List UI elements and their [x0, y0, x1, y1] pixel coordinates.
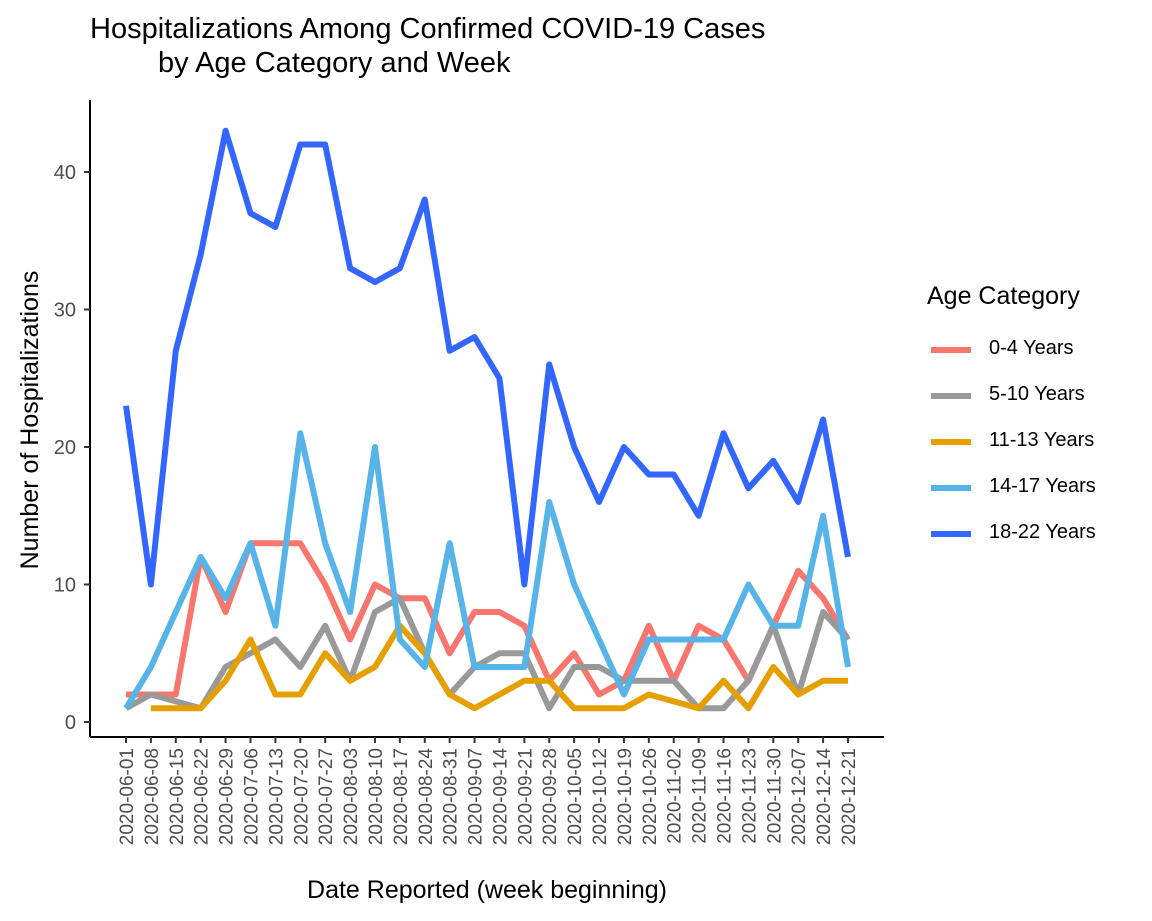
legend-swatch-3: [931, 485, 971, 491]
legend-label-4: 18-22 Years: [989, 521, 1096, 543]
x-tick-label-23: 2020-11-09: [690, 748, 711, 844]
x-tick-label-28: 2020-12-14: [814, 748, 835, 846]
x-tick-label-15: 2020-09-14: [490, 748, 511, 846]
x-tick-label-11: 2020-08-17: [391, 748, 412, 845]
x-tick-label-13: 2020-08-31: [441, 748, 462, 845]
x-tick-label-19: 2020-10-12: [590, 748, 611, 845]
legend-swatch-2: [931, 439, 971, 445]
legend-swatch-0: [931, 347, 971, 353]
x-tick-label-27: 2020-12-07: [789, 748, 810, 845]
series-line-1: [124, 595, 851, 712]
series-line-3: [123, 430, 851, 710]
y-tick-label-1: 10: [54, 575, 76, 597]
y-tick-label-0: 0: [65, 712, 76, 734]
legend-swatch-1: [931, 393, 971, 399]
y-tick-label-4: 40: [54, 162, 76, 184]
y-tick-label-3: 30: [54, 300, 76, 322]
legend-title: Age Category: [927, 282, 1080, 310]
x-tick-label-29: 2020-12-21: [839, 748, 860, 845]
x-tick-label-21: 2020-10-26: [640, 748, 661, 845]
legend-label-1: 5-10 Years: [989, 383, 1085, 405]
legend-swatch-4: [931, 531, 971, 537]
x-tick-label-5: 2020-07-06: [241, 748, 262, 845]
x-tick-label-18: 2020-10-05: [565, 748, 586, 845]
series-line-2: [150, 622, 848, 712]
series-line-4: [123, 127, 851, 588]
x-tick-label-22: 2020-11-02: [665, 748, 686, 844]
x-tick-label-26: 2020-11-30: [764, 748, 785, 844]
x-tick-label-12: 2020-08-24: [416, 748, 437, 846]
x-tick-label-8: 2020-07-27: [316, 748, 337, 845]
x-tick-label-14: 2020-09-07: [466, 748, 487, 845]
chart-title-main: Hospitalizations Among Confirmed COVID-1…: [90, 13, 766, 45]
legend-label-2: 11-13 Years: [989, 429, 1095, 451]
x-tick-label-1: 2020-06-08: [142, 748, 163, 845]
x-axis-label: Date Reported (week beginning): [307, 876, 667, 904]
x-tick-label-25: 2020-11-23: [739, 748, 760, 844]
x-tick-label-6: 2020-07-13: [266, 748, 287, 845]
y-axis-label: Number of Hospitalizations: [16, 271, 44, 570]
x-tick-label-20: 2020-10-19: [615, 748, 636, 845]
legend-label-3: 14-17 Years: [989, 475, 1096, 497]
chart-title: Hospitalizations Among Confirmed COVID-1…: [90, 12, 765, 80]
legend-label-0: 0-4 Years: [989, 337, 1074, 359]
y-tick-label-2: 20: [54, 437, 76, 459]
x-tick-label-24: 2020-11-16: [715, 748, 736, 844]
x-tick-label-10: 2020-08-10: [366, 748, 387, 845]
x-tick-label-0: 2020-06-01: [117, 748, 138, 845]
x-tick-label-3: 2020-06-22: [192, 748, 213, 845]
x-ticks: 2020-06-01 2020-06-08 2020-06-15 2020-06-22…: [117, 737, 860, 845]
chart-subtitle: by Age Category and Week: [158, 47, 511, 79]
x-tick-label-2: 2020-06-15: [167, 748, 188, 845]
x-tick-label-7: 2020-07-20: [291, 748, 312, 845]
x-tick-label-9: 2020-08-03: [341, 748, 362, 845]
x-tick-label-16: 2020-09-21: [515, 748, 536, 845]
y-ticks: 0 10 20 30 40: [54, 162, 90, 734]
x-tick-label-17: 2020-09-28: [540, 748, 561, 845]
series-layer: [123, 127, 851, 712]
x-tick-label-4: 2020-06-29: [217, 748, 238, 845]
